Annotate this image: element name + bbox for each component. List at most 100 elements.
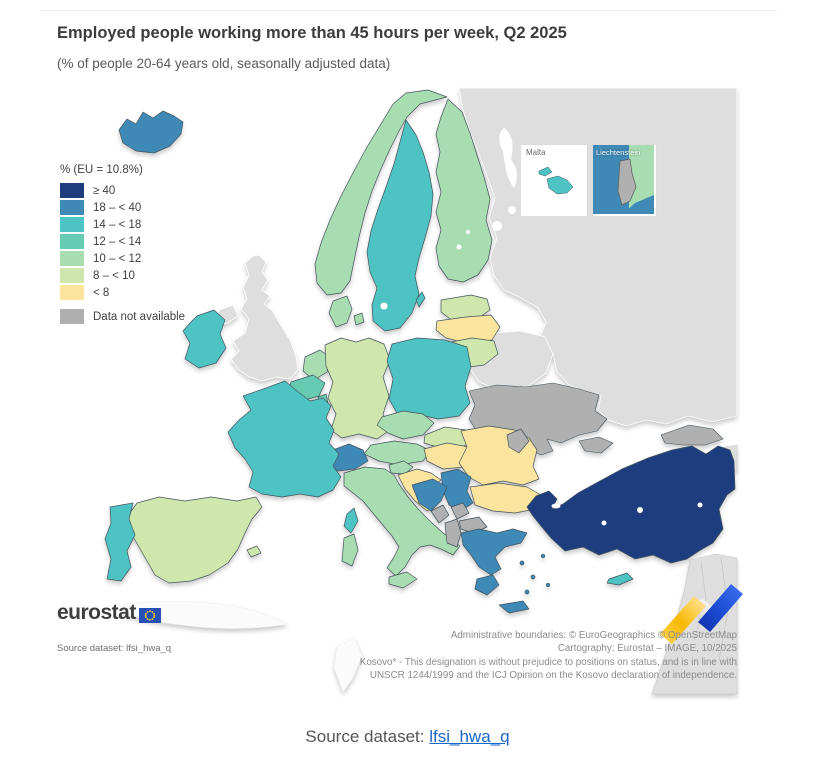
- caption: Source dataset: lfsi_hwa_q: [0, 727, 815, 747]
- country-estonia[interactable]: [440, 294, 491, 322]
- inset-liechtenstein: Liechtenstein: [592, 144, 657, 217]
- legend-swatch: [60, 200, 84, 215]
- country-france[interactable]: [227, 380, 342, 498]
- lakes: [380, 128, 703, 526]
- legend-item-na: Data not available: [60, 309, 185, 324]
- region-aegean-island[interactable]: [524, 589, 530, 595]
- country-moldova[interactable]: [506, 428, 530, 454]
- eurostat-logo: eurostat: [57, 601, 161, 625]
- attribution-line: Cartography: Eurostat – IMAGE, 10/2025: [557, 643, 737, 655]
- legend-swatch: [60, 251, 84, 266]
- inset-malta-map: [538, 166, 574, 195]
- country-netherlands[interactable]: [302, 349, 331, 381]
- region-aegean-island[interactable]: [519, 560, 525, 566]
- legend-label: 8 – < 10: [93, 269, 135, 282]
- legend-item: 10 – < 12: [60, 251, 185, 266]
- country-georgia[interactable]: [660, 424, 724, 446]
- region-peloponnese[interactable]: [474, 574, 500, 596]
- legend-label-na: Data not available: [93, 310, 186, 323]
- attribution: Administrative boundaries: © EuroGeograp…: [360, 629, 737, 683]
- source-note: Source dataset: lfsi_hwa_q: [57, 643, 172, 654]
- region-middle-east: [651, 553, 738, 695]
- country-montenegro[interactable]: [430, 504, 450, 524]
- legend-item: < 8: [60, 285, 185, 300]
- country-turkey[interactable]: [526, 445, 736, 564]
- region-crimea[interactable]: [578, 436, 614, 454]
- yellow-ribbon: [660, 596, 706, 644]
- source-dataset-link[interactable]: lfsi_hwa_q: [429, 727, 510, 746]
- region-tunisia: [333, 637, 363, 693]
- legend-title: % (EU = 10.8%): [60, 164, 143, 176]
- country-ireland[interactable]: [182, 309, 227, 369]
- region-corsica[interactable]: [343, 507, 359, 534]
- region-balearics[interactable]: [246, 545, 262, 558]
- page-subtitle: (% of people 20-64 years old, seasonally…: [57, 56, 391, 71]
- attribution-line: Administrative boundaries: © EuroGeograp…: [450, 630, 737, 641]
- legend-label: 10 – < 12: [93, 252, 142, 265]
- inset-malta: Malta: [520, 144, 588, 217]
- legend-swatch: [60, 268, 84, 283]
- country-austria[interactable]: [363, 440, 432, 466]
- country-poland[interactable]: [386, 337, 472, 420]
- legend-label: 12 – < 14: [93, 235, 142, 248]
- legend-label: ≥ 40: [93, 184, 116, 197]
- attribution-line: Kosovo* - This designation is without pr…: [359, 656, 737, 668]
- legend-item: 12 – < 14: [60, 234, 185, 249]
- country-italy[interactable]: [343, 466, 461, 577]
- region-north-africa: [123, 601, 289, 629]
- legend-swatch: [60, 234, 84, 249]
- legend-label: 18 – < 40: [93, 201, 142, 214]
- eu-flag-icon: [138, 607, 161, 623]
- attribution-line: UNSCR 1244/1999 and the ICJ Opinion on t…: [369, 670, 737, 682]
- blue-ribbon: [698, 584, 743, 632]
- region-sicily[interactable]: [388, 571, 418, 589]
- legend-swatch: [60, 285, 84, 300]
- inset-li-switzerland-south[interactable]: [623, 195, 654, 214]
- page-title: Employed people working more than 45 hou…: [57, 24, 567, 42]
- country-liechtenstein[interactable]: [617, 158, 637, 206]
- legend-item: ≥ 40: [60, 183, 185, 198]
- inset-liechtenstein-label: Liechtenstein: [596, 148, 641, 157]
- region-aegean-island[interactable]: [530, 574, 536, 580]
- legend-swatch: [60, 217, 84, 232]
- country-bosnia-herzegovina[interactable]: [411, 478, 448, 512]
- country-latvia[interactable]: [435, 314, 501, 344]
- legend-item: 18 – < 40: [60, 200, 185, 215]
- region-zealand[interactable]: [353, 312, 365, 326]
- decorative-ribbons: [660, 584, 743, 644]
- country-united-kingdom[interactable]: [230, 254, 299, 382]
- country-malta-main[interactable]: [546, 175, 574, 195]
- country-sweden[interactable]: [366, 119, 434, 332]
- legend-items: ≥ 40 18 – < 40 14 – < 18 12 – < 14 10 – < 12…: [60, 183, 185, 300]
- legend-swatch: [60, 183, 84, 198]
- country-malta-gozo[interactable]: [538, 166, 553, 177]
- country-slovenia[interactable]: [388, 460, 414, 475]
- country-portugal[interactable]: [104, 502, 136, 582]
- country-greece[interactable]: [460, 528, 528, 576]
- region-aegean-island[interactable]: [540, 553, 546, 559]
- inset-liechtenstein-map: [593, 145, 654, 214]
- eurostat-logo-text: eurostat: [57, 601, 136, 624]
- caption-prefix: Source dataset:: [305, 727, 430, 746]
- country-denmark[interactable]: [328, 295, 353, 328]
- country-finland[interactable]: [435, 98, 493, 283]
- country-czechia[interactable]: [376, 410, 435, 440]
- legend-label: 14 – < 18: [93, 218, 142, 231]
- country-spain[interactable]: [126, 496, 263, 584]
- legend-item: 8 – < 10: [60, 268, 185, 283]
- region-aegean-island[interactable]: [545, 582, 551, 588]
- region-crete[interactable]: [498, 600, 530, 614]
- country-iceland[interactable]: [118, 110, 184, 154]
- top-divider: [40, 10, 777, 11]
- region-sardinia[interactable]: [341, 533, 359, 567]
- inset-malta-label: Malta: [526, 148, 546, 157]
- country-kosovo[interactable]: [450, 502, 470, 520]
- map-legend: % (EU = 10.8%) ≥ 40 18 – < 40 14 – < 18 12 …: [60, 164, 185, 326]
- country-cyprus[interactable]: [606, 572, 634, 586]
- legend-label: < 8: [93, 286, 110, 299]
- country-norway[interactable]: [314, 89, 448, 296]
- country-albania[interactable]: [444, 518, 462, 548]
- region-gotland[interactable]: [415, 291, 426, 308]
- country-serbia[interactable]: [440, 468, 474, 512]
